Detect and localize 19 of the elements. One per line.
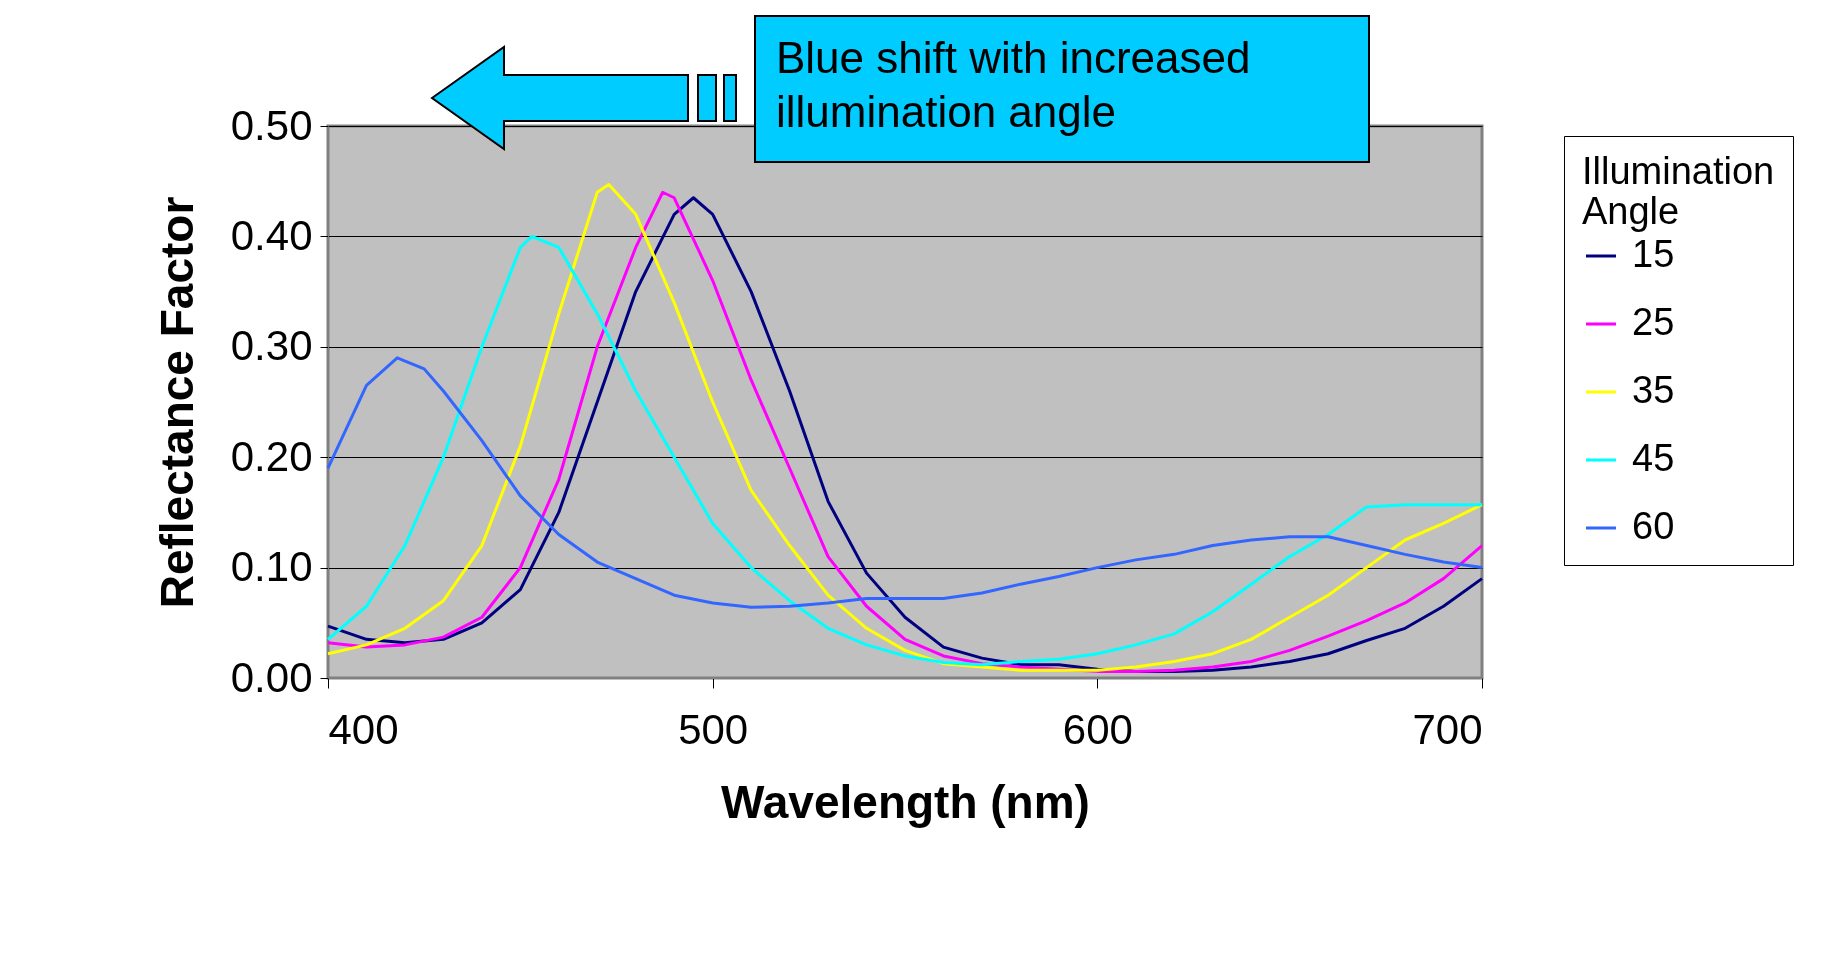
y-tick-label: 0.50 xyxy=(230,101,313,149)
y-tick-label: 0.30 xyxy=(230,322,313,370)
x-tick-label: 500 xyxy=(678,705,749,753)
y-tick-label: 0.20 xyxy=(230,432,313,480)
x-axis-title: Wavelength (nm) xyxy=(721,775,1090,828)
y-tick-label: 0.10 xyxy=(230,543,313,591)
x-tick-label: 600 xyxy=(1062,705,1133,753)
y-axis-title: Reflectance Factor xyxy=(150,196,203,609)
y-tick-label: 0.00 xyxy=(230,653,313,701)
legend-label: 15 xyxy=(1632,233,1675,275)
legend-label: 25 xyxy=(1632,301,1675,343)
legend-label: 35 xyxy=(1632,369,1675,411)
legend-title: Illumination Angle xyxy=(1582,150,1775,232)
x-tick-label: 700 xyxy=(1412,705,1483,753)
y-tick-label: 0.40 xyxy=(230,211,313,259)
legend-label: 60 xyxy=(1632,505,1675,547)
x-tick-label: 400 xyxy=(328,705,399,753)
callout-box: Blue shift with increased illumination angle xyxy=(754,15,1370,163)
legend-label: 45 xyxy=(1632,437,1675,479)
